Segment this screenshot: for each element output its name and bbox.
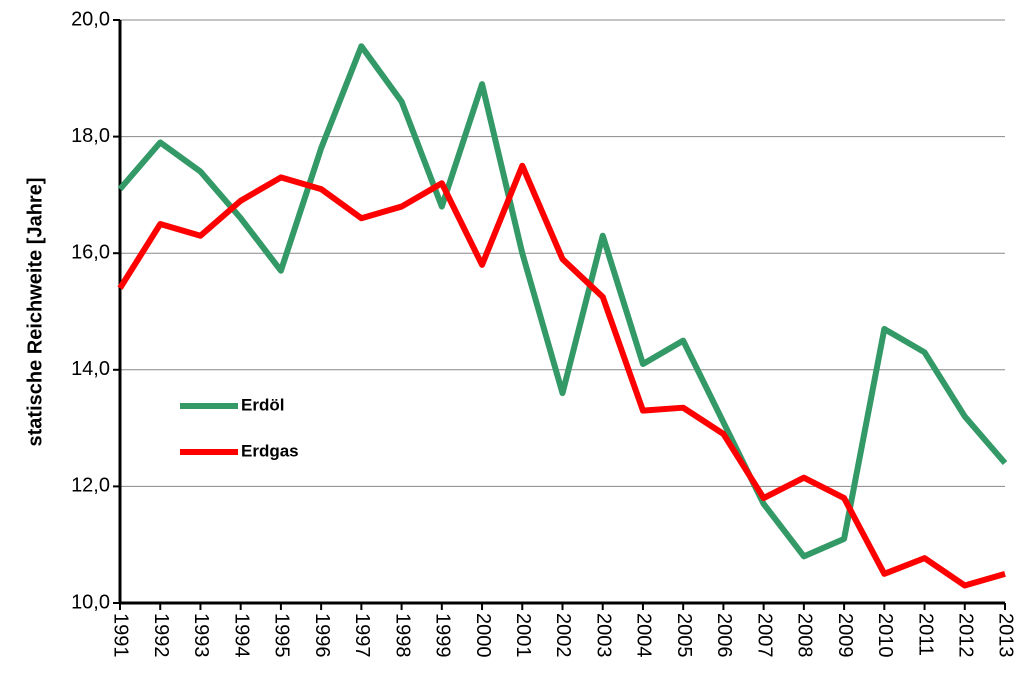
x-tick-label: 1993 (190, 613, 212, 658)
x-tick-label: 1998 (391, 613, 413, 658)
data-line (117, 162, 1006, 589)
x-tick-label: 2012 (954, 613, 976, 658)
x-tick-label: 2005 (673, 613, 695, 658)
y-tick-label: 18,0 (71, 125, 110, 147)
y-axis-label: statische Reichweite [Jahre] (24, 178, 46, 447)
x-tick-label: 2007 (753, 613, 775, 658)
x-tick-label: 1997 (351, 613, 373, 658)
x-tick-label: 1991 (110, 613, 132, 658)
x-tick-label: 1992 (150, 613, 172, 658)
x-tick-label: 2011 (914, 613, 936, 656)
x-tick-label: 2009 (834, 613, 856, 658)
y-tick-label: 14,0 (71, 358, 110, 380)
x-tick-label: 2008 (794, 613, 816, 658)
x-tick-label: 1996 (311, 613, 333, 658)
x-tick-label: 2006 (713, 613, 735, 658)
data-line (117, 43, 1008, 560)
y-tick-label: 16,0 (71, 241, 110, 263)
x-tick-label: 2010 (874, 613, 896, 658)
legend-label: Erdgas (241, 441, 299, 460)
x-tick-label: 2004 (633, 613, 655, 658)
x-tick-label: 2001 (512, 613, 534, 658)
x-tick-label: 1994 (230, 613, 252, 658)
x-tick-label: 2002 (552, 613, 574, 658)
y-tick-label: 10,0 (71, 591, 110, 613)
y-tick-label: 20,0 (71, 8, 110, 30)
x-tick-label: 2003 (592, 613, 614, 658)
x-tick-label: 1999 (432, 613, 454, 658)
x-tick-label: 1995 (271, 613, 293, 658)
x-tick-label: 2013 (995, 613, 1017, 658)
x-tick-label: 2000 (472, 613, 494, 658)
legend-label: Erdöl (241, 395, 284, 414)
y-tick-label: 12,0 (71, 475, 110, 497)
